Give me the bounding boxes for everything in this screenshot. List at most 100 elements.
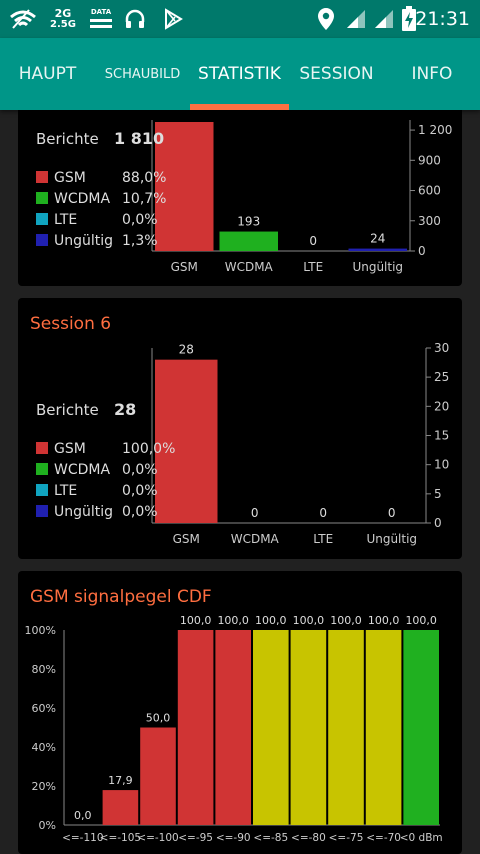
network-type-top: 2G bbox=[54, 7, 72, 20]
legend-label: LTE bbox=[54, 212, 77, 228]
x-tick-label: GSM bbox=[173, 532, 200, 546]
y-tick-label: 80% bbox=[32, 663, 56, 676]
cdf-bar bbox=[215, 630, 251, 825]
session-bar-chart: 0 5 10 15 20 25 30 28 GSM 0 WCDMA 0 LTE 0 Ungültig Beri… bbox=[36, 341, 449, 546]
x-tick-label: <=-105 bbox=[100, 832, 141, 844]
network-type-icon: 2G 2.5G bbox=[48, 7, 78, 31]
x-tick-label: <=-90 bbox=[216, 832, 251, 844]
location-icon bbox=[314, 7, 338, 31]
reports-value: 28 bbox=[114, 400, 136, 419]
x-tick-label: LTE bbox=[313, 532, 333, 546]
tab-statistik[interactable]: STATISTIK bbox=[190, 38, 289, 110]
bar-value-label: 0 bbox=[309, 234, 317, 248]
legend-swatch bbox=[36, 234, 48, 246]
tab-schaubild[interactable]: SCHAUBILD bbox=[95, 38, 190, 110]
tab-label: SESSION bbox=[299, 64, 374, 84]
legend-value: 100,0% bbox=[122, 441, 175, 457]
cdf-bar bbox=[403, 630, 439, 825]
gsm-cdf-chart: 0% 20% 40% 60% 80% 100% 0,0 <=-110 17,9 <=-105 50,… bbox=[25, 614, 443, 844]
y-tick-label: 20% bbox=[32, 780, 56, 793]
x-tick-label: WCDMA bbox=[225, 260, 274, 274]
tab-label: SCHAUBILD bbox=[104, 66, 181, 82]
bar-value-label: 100,0 bbox=[293, 614, 325, 627]
reports-value: 1 810 bbox=[114, 129, 164, 148]
legend-value: 0,0% bbox=[122, 212, 158, 228]
tab-session[interactable]: SESSION bbox=[289, 38, 384, 110]
legend-label: WCDMA bbox=[54, 191, 110, 207]
bar bbox=[348, 248, 407, 251]
tab-bar: HAUPT SCHAUBILD STATISTIK SESSION INFO bbox=[0, 38, 480, 110]
x-tick-label: <=-100 bbox=[137, 832, 178, 844]
bar-value-label: 100,0 bbox=[330, 614, 362, 627]
legend-label: LTE bbox=[54, 483, 77, 499]
bar-value-label: 0 bbox=[388, 506, 396, 520]
network-type-bottom: 2.5G bbox=[50, 19, 76, 30]
gsm-cdf-card: GSM signalpegel CDF 0% 20% 40% 60% 80% 100% 0,… bbox=[18, 571, 462, 854]
bar-value-label: 0 bbox=[251, 506, 259, 520]
y-tick-label: 0% bbox=[39, 819, 56, 832]
tab-haupt[interactable]: HAUPT bbox=[0, 38, 95, 110]
x-tick-label: <=-85 bbox=[253, 832, 288, 844]
bar-value-label: 0,0 bbox=[74, 809, 92, 822]
legend-value: 88,0% bbox=[122, 170, 166, 186]
legend-label: Ungültig bbox=[54, 504, 113, 520]
bar-value-label: 28 bbox=[179, 343, 194, 357]
x-tick-label: <=-110 bbox=[62, 832, 103, 844]
data-icon: DATA bbox=[86, 7, 116, 31]
tab-info[interactable]: INFO bbox=[384, 38, 480, 110]
tab-label: STATISTIK bbox=[198, 64, 281, 84]
reports-label: Berichte bbox=[36, 401, 99, 419]
x-tick-label: <=-80 bbox=[291, 832, 326, 844]
x-tick-label: <0 dBm bbox=[400, 832, 443, 844]
legend-value: 1,3% bbox=[122, 233, 158, 249]
legend-swatch bbox=[36, 171, 48, 183]
x-tick-label: WCDMA bbox=[231, 532, 280, 546]
bar-value-label: 50,0 bbox=[146, 712, 171, 725]
reports-label: Berichte bbox=[36, 130, 99, 148]
cdf-bar bbox=[140, 727, 176, 825]
y-tick-label: 900 bbox=[418, 153, 441, 167]
legend-swatch bbox=[36, 505, 48, 517]
cdf-title: GSM signalpegel CDF bbox=[30, 587, 212, 607]
cell-signal-icon bbox=[344, 7, 368, 31]
bar-value-label: 17,9 bbox=[108, 774, 132, 787]
session-title: Session 6 bbox=[30, 314, 112, 334]
headset-icon bbox=[122, 7, 148, 31]
x-tick-label: GSM bbox=[171, 260, 198, 274]
x-tick-label: Ungültig bbox=[352, 260, 403, 274]
cell-signal-2-icon bbox=[372, 7, 396, 31]
cdf-bar bbox=[290, 630, 327, 825]
legend-value: 10,7% bbox=[122, 191, 166, 207]
y-tick-label: 20 bbox=[434, 399, 449, 413]
bar-value-label: 100,0 bbox=[180, 614, 212, 627]
y-tick-label: 100% bbox=[25, 624, 56, 637]
bar-value-label: 100,0 bbox=[405, 614, 437, 627]
bar bbox=[155, 122, 214, 251]
x-tick-label: <=-70 bbox=[366, 832, 401, 844]
legend-swatch bbox=[36, 213, 48, 225]
tab-label: HAUPT bbox=[18, 64, 77, 84]
x-tick-label: Ungültig bbox=[366, 532, 417, 546]
x-tick-label: LTE bbox=[303, 260, 323, 274]
y-tick-label: 40% bbox=[32, 741, 56, 754]
y-tick-label: 10 bbox=[434, 458, 449, 472]
x-tick-label: <=-95 bbox=[178, 832, 213, 844]
play-store-icon bbox=[160, 7, 186, 31]
y-tick-label: 15 bbox=[434, 429, 449, 443]
bar-value-label: 100,0 bbox=[368, 614, 400, 627]
bar-value-label: 24 bbox=[370, 232, 385, 246]
legend-label: Ungültig bbox=[54, 233, 113, 249]
legend-value: 0,0% bbox=[122, 483, 158, 499]
legend-swatch bbox=[36, 484, 48, 496]
data-label: DATA bbox=[90, 8, 112, 16]
bar-value-label: 193 bbox=[237, 215, 260, 229]
bar-value-label: 0 bbox=[319, 506, 327, 520]
y-tick-label: 5 bbox=[434, 487, 442, 501]
y-tick-label: 25 bbox=[434, 370, 449, 384]
legend-label: GSM bbox=[54, 170, 86, 186]
x-tick-label: <=-75 bbox=[329, 832, 364, 844]
network-bar-chart: 0 300 600 900 1 200 GSM 193 WCDMA 0 LTE 24 Ungültig… bbox=[36, 120, 452, 274]
legend-swatch bbox=[36, 192, 48, 204]
bar-value-label: 100,0 bbox=[255, 614, 287, 627]
legend-value: 0,0% bbox=[122, 504, 158, 520]
